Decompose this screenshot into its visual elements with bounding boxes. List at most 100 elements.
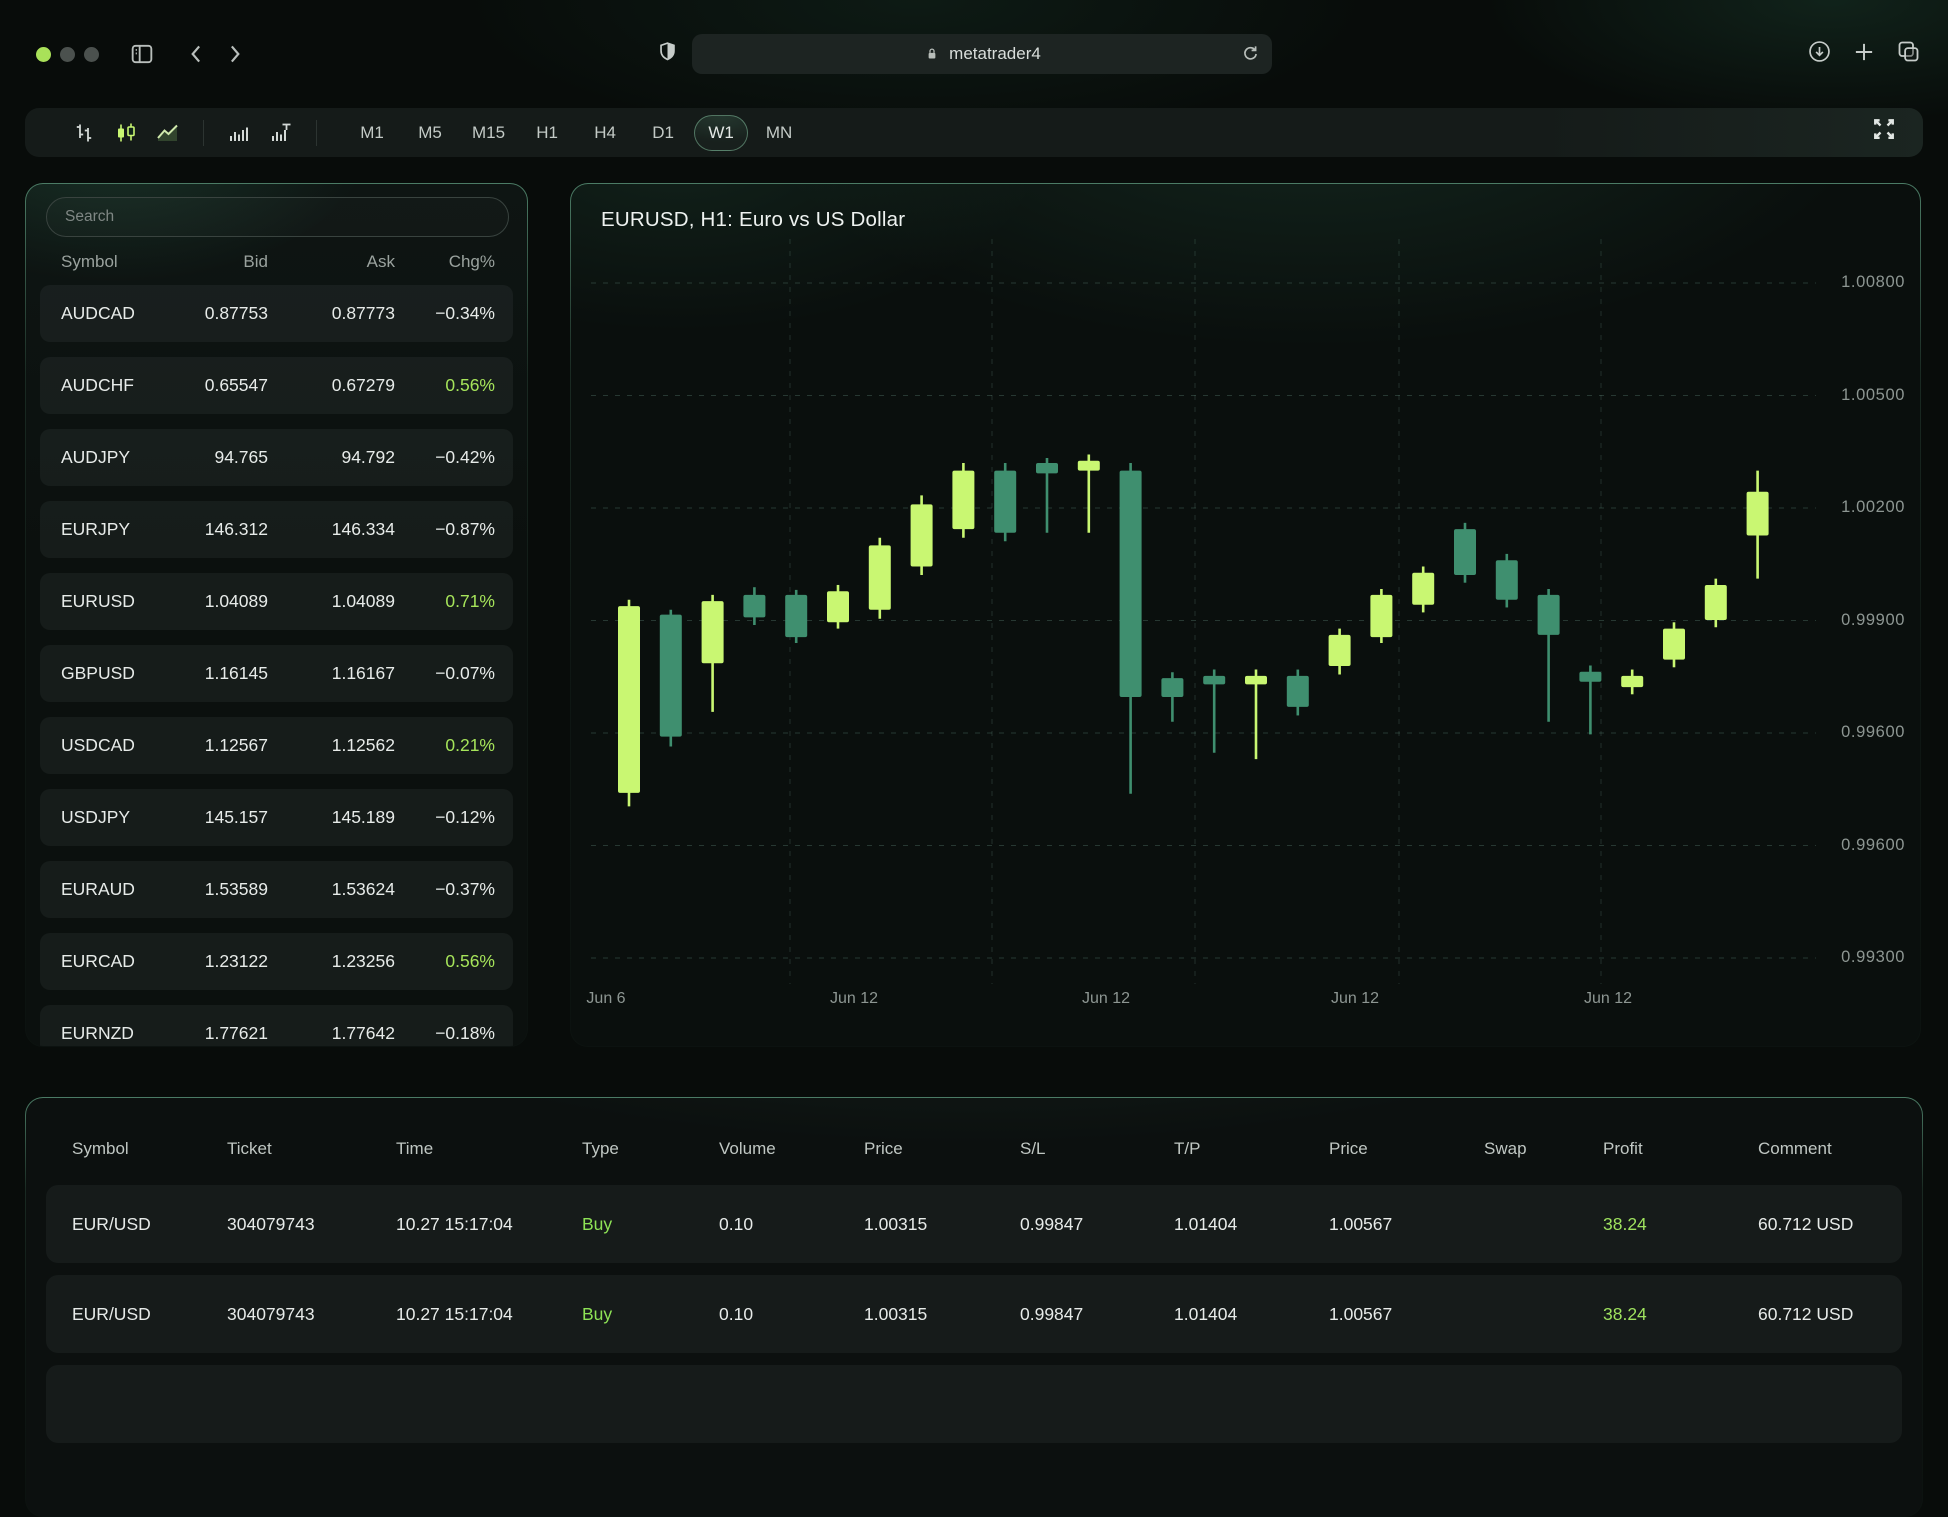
candles [618, 454, 1769, 807]
chart-type-line-button[interactable] [147, 114, 189, 152]
watchlist-row-AUDCAD[interactable]: AUDCAD 0.87753 0.87773 −0.34% [40, 285, 513, 342]
price-cell: 1.00315 [864, 1213, 928, 1234]
orders-column-type: Type [582, 1139, 619, 1158]
price-label: 0.99900 [1841, 610, 1905, 629]
bid-cell: 146.312 [204, 519, 268, 539]
watchlist-row-AUDJPY[interactable]: AUDJPY 94.765 94.792 −0.42% [40, 429, 513, 486]
type-cell: Buy [582, 1213, 613, 1234]
ask-cell: 1.77642 [331, 1023, 395, 1043]
orders-column-ticket: Ticket [227, 1139, 272, 1158]
symbol-cell: EURJPY [61, 519, 131, 539]
reload-icon [1238, 42, 1262, 66]
price-label: 1.00800 [1841, 273, 1905, 291]
fullscreen-button[interactable] [1869, 114, 1899, 144]
timeframe-M1[interactable]: M1 [345, 115, 399, 151]
ask-cell: 145.189 [331, 807, 395, 827]
column-symbol: Symbol [61, 252, 118, 271]
date-label: Jun 12 [829, 990, 879, 1007]
market-watch-panel: Symbol Bid Ask Chg% AUDCAD 0.87753 0.87773… [25, 183, 528, 1047]
window-zoom-button[interactable] [84, 47, 99, 62]
downloads-button[interactable] [1806, 38, 1833, 65]
ask-cell: 1.16167 [331, 663, 395, 683]
volume-button[interactable] [218, 114, 260, 152]
watchlist-row-EURNZD[interactable]: EURNZD 1.77621 1.77642 −0.18% [40, 1005, 513, 1046]
bid-cell: 94.765 [214, 447, 268, 467]
price2-cell: 1.00567 [1329, 1303, 1393, 1324]
tp-cell: 1.01404 [1174, 1303, 1238, 1324]
watchlist-row-USDJPY[interactable]: USDJPY 145.157 145.189 −0.12% [40, 789, 513, 846]
timeframe-MN[interactable]: MN [752, 115, 806, 151]
plus-icon [1851, 39, 1877, 65]
bid-cell: 1.77621 [204, 1023, 268, 1043]
back-button[interactable] [184, 41, 210, 67]
sidebar-icon [128, 40, 156, 68]
shield-button[interactable] [655, 40, 680, 65]
timeframe-M15[interactable]: M15 [461, 115, 516, 151]
bid-cell: 1.04089 [204, 591, 268, 611]
watchlist-row-USDCAD[interactable]: USDCAD 1.12567 1.12562 0.21% [40, 717, 513, 774]
order-row[interactable]: EUR/USD 304079743 10.27 15:17:04 Buy 0.10 1.0… [46, 1185, 1902, 1263]
bid-cell: 0.87753 [204, 303, 268, 323]
url-bar[interactable]: metatrader4 [692, 34, 1272, 74]
symbol-cell: EUR/USD [72, 1303, 151, 1324]
orders-column-comment: Comment [1758, 1139, 1832, 1158]
watchlist-row-EURUSD[interactable]: EURUSD 1.04089 1.04089 0.71% [40, 573, 513, 630]
orders-rows: EUR/USD 304079743 10.27 15:17:04 Buy 0.10 1.0… [46, 1185, 1902, 1455]
symbol-cell: EURUSD [61, 591, 135, 611]
order-row-partial[interactable] [46, 1365, 1902, 1443]
timeframe-D1[interactable]: D1 [636, 115, 690, 151]
type-cell: Buy [582, 1303, 613, 1324]
tab-overview-button[interactable] [1895, 38, 1922, 65]
column-bid: Bid [243, 252, 268, 271]
toolbar-divider [203, 119, 204, 146]
ask-cell: 1.23256 [331, 951, 395, 971]
search-input[interactable] [46, 197, 509, 237]
orders-column-time: Time [396, 1139, 434, 1158]
lock-icon [923, 45, 941, 63]
timeframe-W1[interactable]: W1 [694, 114, 749, 151]
orders-column-price: Price [1329, 1139, 1368, 1158]
timeframe-H1[interactable]: H1 [520, 115, 574, 151]
browser-chrome: metatrader4 [0, 0, 1948, 88]
time-cell: 10.27 15:17:04 [396, 1213, 513, 1234]
chart-type-candles-button[interactable] [105, 114, 147, 152]
price-cell: 1.00315 [864, 1303, 928, 1324]
watchlist-row-EURCAD[interactable]: EURCAD 1.23122 1.23256 0.56% [40, 933, 513, 990]
price-label: 0.99600 [1841, 835, 1905, 854]
watchlist-row-EURJPY[interactable]: EURJPY 146.312 146.334 −0.87% [40, 501, 513, 558]
watchlist-row-AUDCHF[interactable]: AUDCHF 0.65547 0.67279 0.56% [40, 357, 513, 414]
timeframe-M5[interactable]: M5 [403, 115, 457, 151]
timeframe-H4[interactable]: H4 [578, 115, 632, 151]
line-chart-icon [155, 121, 181, 145]
chart-type-bars-button[interactable] [63, 114, 105, 152]
watchlist-row-EURAUD[interactable]: EURAUD 1.53589 1.53624 −0.37% [40, 861, 513, 918]
profit-cell: 38.24 [1603, 1213, 1647, 1234]
watchlist-header: Symbol Bid Ask Chg% [40, 244, 513, 280]
window-minimize-button[interactable] [60, 47, 75, 62]
bid-cell: 1.23122 [204, 951, 268, 971]
window-controls[interactable] [36, 47, 99, 62]
sidebar-toggle-button[interactable] [128, 40, 156, 68]
watchlist-row-GBPUSD[interactable]: GBPUSD 1.16145 1.16167 −0.07% [40, 645, 513, 702]
fullscreen-icon [1869, 114, 1899, 144]
window-close-button[interactable] [36, 47, 51, 62]
new-tab-button[interactable] [1851, 39, 1877, 65]
orders-column-swap: Swap [1484, 1139, 1527, 1158]
ask-cell: 1.04089 [331, 591, 395, 611]
reload-button[interactable] [1238, 42, 1262, 66]
sl-cell: 0.99847 [1020, 1213, 1084, 1234]
chg-cell: −0.18% [435, 1023, 495, 1043]
order-row[interactable]: EUR/USD 304079743 10.27 15:17:04 Buy 0.10 1.0… [46, 1275, 1902, 1353]
orders-column-profit: Profit [1603, 1139, 1643, 1158]
ask-cell: 0.87773 [331, 303, 395, 323]
shield-icon [655, 40, 680, 65]
volume-ticks-button[interactable] [260, 114, 302, 152]
candlestick-chart[interactable] [571, 184, 1920, 1046]
ohlc-bars-icon [72, 121, 96, 145]
forward-button[interactable] [221, 41, 247, 67]
chg-cell: −0.37% [435, 879, 495, 899]
chevron-left-icon [184, 41, 210, 67]
ticket-cell: 304079743 [227, 1213, 315, 1234]
chart-title: EURUSD, H1: Euro vs US Dollar [601, 208, 906, 231]
ask-cell: 1.12562 [331, 735, 395, 755]
